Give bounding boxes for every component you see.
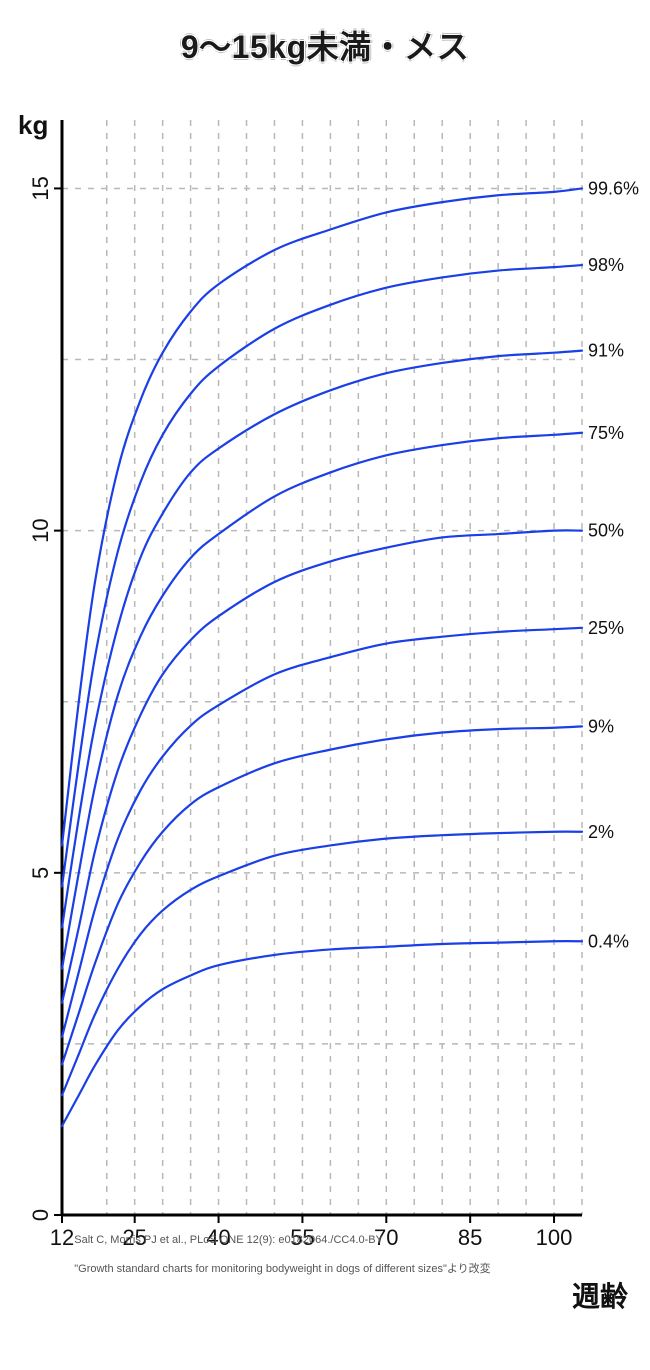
- y-tick-label: 0: [28, 1209, 53, 1221]
- percentile-label: 25%: [588, 618, 624, 638]
- percentile-label: 91%: [588, 341, 624, 361]
- growth-chart: 12254055708510005101599.6%98%91%75%50%25…: [62, 120, 650, 1215]
- y-tick-label: 5: [28, 867, 53, 879]
- percentile-label: 9%: [588, 716, 614, 736]
- percentile-label: 0.4%: [588, 931, 629, 951]
- y-axis-label: kg: [18, 110, 48, 141]
- y-tick-label: 10: [28, 518, 53, 542]
- percentile-label: 99.6%: [588, 178, 639, 198]
- chart-title: 9～15kg未満・メス: [0, 22, 650, 68]
- chart-container: 12254055708510005101599.6%98%91%75%50%25…: [62, 120, 582, 1215]
- percentile-label: 98%: [588, 255, 624, 275]
- x-axis-label: 週齢: [572, 1275, 628, 1315]
- y-tick-label: 15: [28, 176, 53, 200]
- percentile-label: 75%: [588, 423, 624, 443]
- percentile-label: 50%: [588, 521, 624, 541]
- page: 9～15kg未満・メス kg 12254055708510005101599.6…: [0, 0, 650, 1370]
- footnote-line2: "Growth standard charts for monitoring b…: [74, 1263, 490, 1275]
- x-tick-label: 100: [536, 1225, 573, 1250]
- footnote-line1: Salt C, Morris PJ et al., PLoS ONE 12(9)…: [74, 1234, 383, 1246]
- footnote: Salt C, Morris PJ et al., PLoS ONE 12(9)…: [62, 1218, 491, 1292]
- percentile-label: 2%: [588, 822, 614, 842]
